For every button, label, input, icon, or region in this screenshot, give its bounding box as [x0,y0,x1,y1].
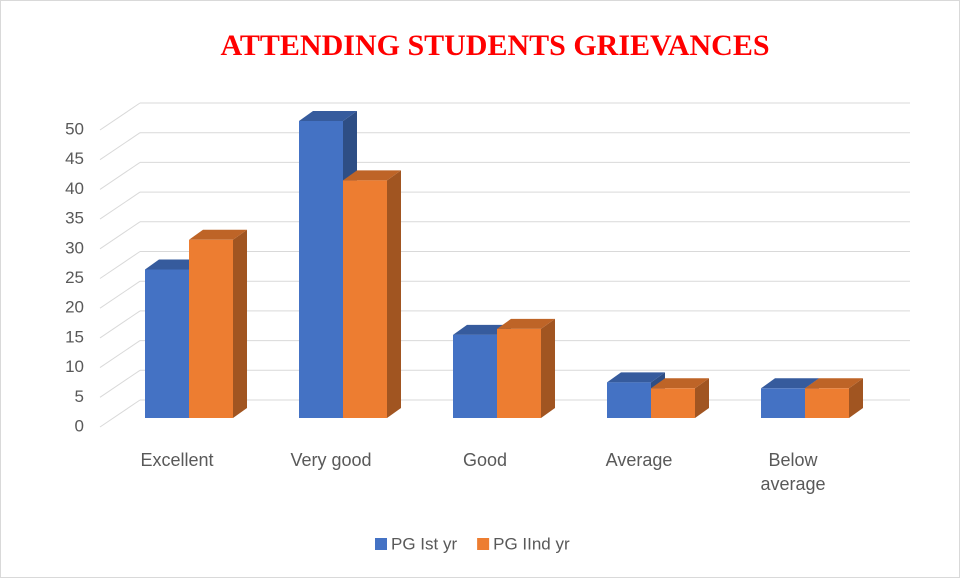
bar-side [387,170,401,418]
grid-line-side [99,369,141,398]
x-tick-label: Very good [290,450,372,470]
y-tick-label: 30 [65,238,84,257]
chart-title: ATTENDING STUDENTS GRIEVANCES [220,29,769,62]
grid-line-side [99,161,141,190]
grid-line-side [99,251,141,279]
grid-line-side [99,399,141,428]
y-tick-label: 10 [65,357,84,376]
legend-swatch [375,538,387,550]
grid-line-side [99,221,141,250]
y-tick-label: 35 [65,209,84,228]
y-tick-label: 45 [65,149,84,168]
y-tick-label: 40 [65,179,84,198]
bar [453,334,497,418]
legend-label: PG Ist yr [391,534,457,553]
bar [761,388,805,418]
y-tick-label: 20 [65,298,84,317]
bar-side [849,378,863,418]
bar [299,121,343,418]
bar-side [233,229,247,418]
bar [607,382,651,418]
bar-top [189,229,247,240]
x-tick-label: Excellent [140,450,214,470]
bar-side [541,318,555,418]
y-tick-label: 0 [75,416,84,435]
grid-line-side [99,102,141,131]
x-tick-label: Average [605,450,673,470]
bar-top [497,318,555,329]
bar-top [607,372,665,383]
x-tick-label: Below average [760,450,826,494]
grid-line-side [99,280,141,309]
bar [651,388,695,418]
bar [497,328,541,418]
y-tick-label: 15 [65,327,84,346]
grid-line-side [99,340,141,369]
bar-top [805,378,863,389]
legend-swatch [477,538,490,550]
bar-top [343,170,401,181]
bar [343,180,387,418]
bar-top [651,378,709,389]
bar-side [695,378,709,418]
x-tick-label: Good [462,450,508,470]
bar-top [453,324,511,335]
grid-line-side [99,310,141,339]
legend-label: PG IInd yr [493,534,570,553]
bar [805,388,849,418]
bar-top [145,259,203,270]
y-tick-label: 50 [65,119,84,138]
grid-line-side [99,132,141,161]
grid-line-side [99,191,141,220]
y-tick-label: 25 [65,268,84,287]
bar [145,269,189,418]
bar-top [299,111,357,121]
bar [189,239,233,418]
bar-top [761,378,819,389]
y-tick-label: 5 [75,387,84,406]
